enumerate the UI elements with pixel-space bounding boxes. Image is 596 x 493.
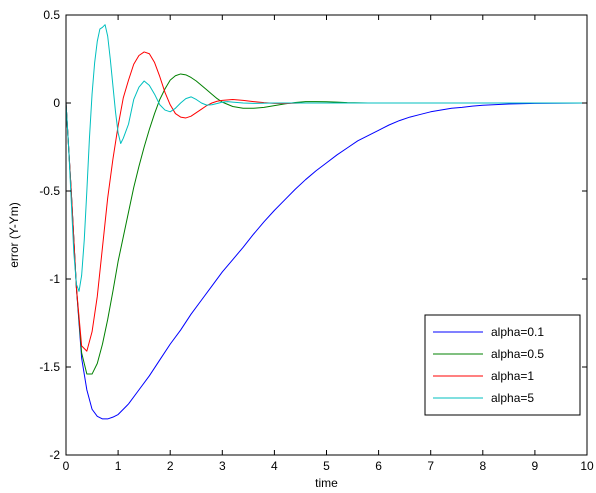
x-tick-label: 7 (427, 459, 434, 473)
x-tick-label: 10 (580, 459, 594, 473)
y-tick-label: -2 (49, 448, 60, 462)
x-tick-label: 9 (532, 459, 539, 473)
y-tick-label: -0.5 (39, 184, 60, 198)
x-tick-label: 0 (63, 459, 70, 473)
x-tick-label: 4 (271, 459, 278, 473)
x-tick-label: 1 (115, 459, 122, 473)
x-tick-label: 8 (479, 459, 486, 473)
legend-label-2: alpha=0.5 (491, 347, 544, 361)
legend-label-4: alpha=5 (491, 391, 534, 405)
x-tick-label: 5 (323, 459, 330, 473)
y-tick-label: -1 (49, 272, 60, 286)
x-tick-label: 6 (375, 459, 382, 473)
series-line-4 (65, 24, 587, 292)
x-tick-label: 2 (167, 459, 174, 473)
series-line-1 (65, 102, 588, 420)
ticks-layer: 0 1 2 3 4 5 6 7 8 9 10 -2 -1.5 -1 -0.5 0 0.5 (39, 8, 594, 473)
x-axis-label: time (315, 476, 338, 490)
y-tick-label: 0 (53, 96, 60, 110)
y-tick-label: -1.5 (39, 360, 60, 374)
series-layer (65, 24, 588, 420)
legend: alpha=0.1 alpha=0.5 alpha=1 alpha=5 (424, 314, 581, 416)
legend-label-3: alpha=1 (491, 369, 534, 383)
series-line-3 (65, 51, 587, 352)
y-axis-label: error (Y-Ym) (7, 202, 21, 268)
legend-label-1: alpha=0.1 (491, 325, 544, 339)
x-tick-label: 3 (219, 459, 226, 473)
y-tick-label: 0.5 (43, 8, 60, 22)
